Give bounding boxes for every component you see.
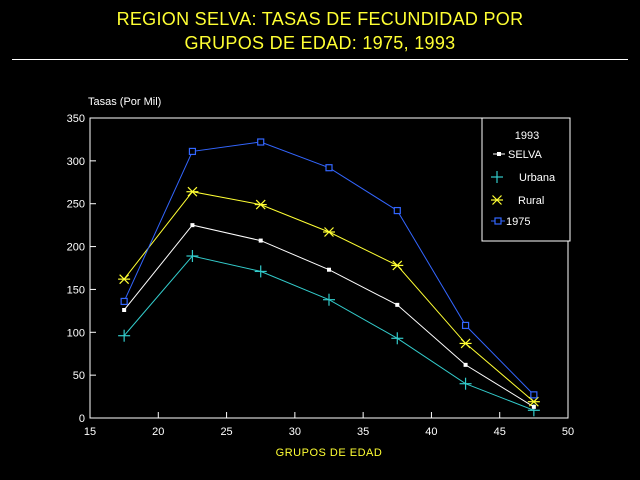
data-point-asterisk [186, 186, 199, 197]
data-point-square-open [393, 206, 401, 215]
title-divider [12, 59, 628, 60]
x-tick-label: 50 [562, 426, 574, 438]
series-line-urbana [123, 255, 535, 411]
chart-title-line-1: REGION SELVA: TASAS DE FECUNDIDAD POR [116, 9, 524, 29]
y-tick-label: 300 [67, 156, 85, 168]
x-tick-label: 20 [152, 426, 164, 438]
data-point-plus [254, 265, 267, 278]
data-point-square-filled [122, 308, 127, 312]
data-point-asterisk [491, 195, 503, 205]
legend-item-rural: Rural [491, 195, 544, 207]
x-tick-label: 35 [357, 426, 369, 438]
series-group [118, 138, 540, 417]
series-line-selva [123, 224, 535, 408]
data-point-square-open [188, 147, 197, 156]
data-point-square-open [530, 391, 538, 399]
legend-item-urbana: Urbana [491, 171, 556, 184]
y-tick-label: 50 [73, 370, 85, 382]
asterisk-d2 [324, 227, 334, 237]
data-point-asterisk [459, 338, 472, 349]
data-point-asterisk [118, 274, 131, 285]
asterisk-d2 [119, 274, 130, 285]
x-tick-label: 30 [289, 426, 301, 438]
legend-label-rural: Rural [518, 195, 544, 207]
x-axis-label: GRUPOS DE EDAD [276, 447, 383, 459]
legend-item-y1975: 1975 [491, 216, 530, 228]
data-point-square-open [120, 297, 128, 306]
y-tick-label: 250 [67, 199, 85, 211]
y-tick-label: 100 [67, 327, 85, 339]
plot-area-border [89, 117, 569, 419]
chart-title-line-2: GRUPOS DE EDAD: 1975, 1993 [184, 33, 456, 53]
asterisk-d2 [460, 338, 471, 349]
data-point-plus [459, 377, 472, 390]
data-point-plus [186, 250, 199, 262]
y-tick-label: 200 [67, 242, 85, 254]
series-urbana [118, 250, 540, 417]
data-point-square-filled [258, 238, 263, 243]
series-rural [118, 186, 540, 407]
legend-label-y1975: 1975 [506, 216, 530, 228]
y-tick-label: 150 [67, 284, 85, 296]
data-point-square-open [461, 321, 470, 330]
data-point-asterisk [391, 260, 404, 271]
series-y1975 [120, 138, 538, 399]
legend-item-selva: SELVA [493, 149, 542, 161]
legend: 1993 SELVA Urbana Rural 1975 [481, 117, 571, 242]
legend-label-urbana: Urbana [519, 172, 556, 184]
x-tick-label: 15 [84, 426, 96, 438]
x-tick-label: 40 [425, 426, 437, 438]
asterisk-d2 [255, 199, 266, 210]
asterisk-d2 [492, 195, 502, 205]
data-point-asterisk [527, 396, 540, 407]
data-point-square-open [325, 164, 333, 172]
data-point-square-filled [497, 152, 501, 156]
data-point-asterisk [323, 227, 335, 237]
plot-frame: 0 50 100 150 200 250 300 350 15 20 25 30 35 40 45 50 [67, 113, 574, 438]
data-point-square-filled [327, 267, 331, 272]
y-tick-label: 350 [67, 113, 85, 125]
x-tick-label: 45 [494, 426, 506, 438]
legend-label-selva: SELVA [508, 149, 542, 161]
data-point-square-filled [190, 223, 195, 228]
legend-title: 1993 [515, 130, 539, 142]
asterisk-d2 [187, 186, 198, 197]
data-point-plus [323, 293, 335, 306]
data-point-square-filled [463, 362, 468, 367]
y-tick-label: 0 [79, 413, 85, 425]
data-point-square-open [257, 138, 265, 146]
data-point-square-filled [531, 404, 536, 409]
data-point-plus [118, 329, 131, 342]
x-tick-label: 25 [220, 426, 232, 438]
asterisk-d2 [528, 396, 539, 407]
y-axis-label: Tasas (Por Mil) [88, 96, 161, 108]
asterisk-d2 [392, 260, 403, 271]
series-selva [122, 223, 536, 409]
data-point-asterisk [254, 199, 267, 210]
data-point-plus [491, 171, 503, 183]
data-point-plus [391, 332, 404, 345]
data-point-square-open [494, 217, 502, 225]
data-point-square-filled [395, 302, 400, 307]
